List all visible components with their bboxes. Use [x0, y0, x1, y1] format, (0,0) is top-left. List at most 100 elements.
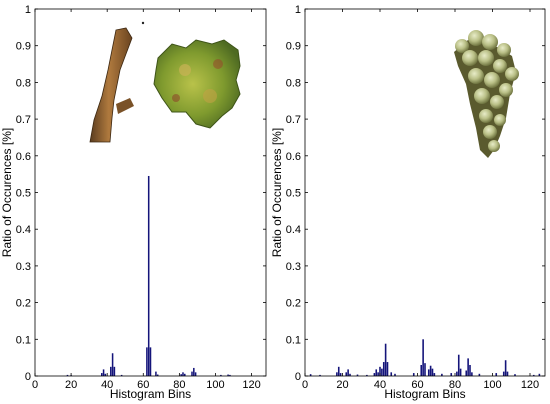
- axes-left: 0 0.1 0.2 0.3 0.4 0.5 0.6 0.7 0.8 0.9 1 0 20 40 60 80 10…: [0, 4, 267, 401]
- y-tick-label: 1: [295, 4, 301, 16]
- y-tick-label: 0.9: [286, 41, 301, 53]
- histogram-bar: [193, 367, 195, 376]
- y-tick-label: 0.3: [16, 261, 31, 273]
- histogram-bar: [104, 373, 107, 376]
- histogram-bar: [381, 368, 383, 376]
- y-tick-label: 0.3: [286, 261, 301, 273]
- histogram-bar: [227, 374, 229, 376]
- histogram-bar: [422, 339, 424, 376]
- histogram-bar: [66, 374, 69, 376]
- histogram-bar: [156, 374, 159, 376]
- histogram-bar: [441, 373, 443, 376]
- histogram-bar: [465, 370, 468, 376]
- histogram-bar: [336, 372, 338, 376]
- histogram-bar: [345, 372, 348, 376]
- histogram-bar: [433, 373, 436, 376]
- histogram-bar: [382, 362, 385, 376]
- y-tick-label: 0.7: [286, 114, 301, 126]
- x-axis-label: Histogram Bins: [384, 387, 465, 401]
- y-tick-label: 0.4: [286, 224, 301, 236]
- y-tick-label: 0.8: [286, 77, 301, 89]
- histogram-bar: [506, 371, 509, 376]
- histogram-bar: [184, 373, 186, 376]
- histogram-bar: [366, 374, 368, 376]
- x-tick-label: 40: [101, 379, 113, 391]
- histogram-bar: [379, 366, 381, 376]
- histogram-bar: [532, 374, 535, 376]
- y-axis-label: Ratio of Occurences [%]: [270, 128, 284, 257]
- histogram-bar: [339, 373, 342, 376]
- histogram-bar: [384, 343, 387, 376]
- histogram-bar: [502, 371, 505, 376]
- histogram-bar: [429, 365, 432, 376]
- histogram-bar: [120, 374, 123, 376]
- histogram-bar: [386, 362, 389, 376]
- histogram-bar: [229, 374, 231, 376]
- y-tick-label: 0: [295, 371, 301, 383]
- x-tick-label: 80: [173, 379, 185, 391]
- histogram-bar: [467, 358, 469, 376]
- histogram-bar: [457, 354, 460, 376]
- histogram-panel-left: 0 0.1 0.2 0.3 0.4 0.5 0.6 0.7 0.8 0.9 1 0 20 40 60 80 10…: [0, 4, 267, 401]
- histogram-bar: [538, 373, 541, 376]
- histogram-bar: [347, 369, 349, 376]
- x-tick-label: 120: [242, 379, 260, 391]
- histogram-bar: [412, 373, 415, 376]
- histogram-bar: [431, 368, 434, 376]
- histogram-bar: [514, 374, 516, 376]
- histogram-bar: [155, 371, 157, 376]
- histogram-bar: [319, 374, 321, 376]
- histogram-bar: [102, 369, 105, 376]
- histogram-bar: [149, 347, 152, 376]
- y-tick-label: 0.1: [286, 334, 301, 346]
- y-tick-label: 0.2: [16, 298, 31, 310]
- histogram-bar: [394, 373, 396, 376]
- inset-photo-grape-bunch: [454, 30, 519, 158]
- histogram-bar: [450, 373, 453, 376]
- y-tick-label: 0.5: [286, 188, 301, 200]
- y-tick-label: 0.5: [16, 188, 31, 200]
- inset-photo-stem-and-leaf: [89, 21, 241, 143]
- histogram-bar: [356, 374, 359, 376]
- histogram-bar: [420, 364, 423, 376]
- x-tick-label: 60: [137, 379, 149, 391]
- x-tick-label: 80: [449, 379, 461, 391]
- histogram-bar: [504, 360, 507, 376]
- y-tick-label: 1: [25, 4, 31, 16]
- x-tick-label: 0: [32, 379, 38, 391]
- x-tick-label: 100: [206, 379, 224, 391]
- histogram-bar: [146, 347, 148, 376]
- histogram-bar: [113, 366, 116, 376]
- histogram-bar: [349, 373, 351, 376]
- histogram-bar: [390, 372, 393, 376]
- y-tick-label: 0.6: [286, 151, 301, 163]
- x-tick-label: 120: [521, 379, 539, 391]
- histogram-bar: [147, 175, 150, 376]
- histogram-bar: [427, 369, 430, 376]
- y-tick-label: 0.6: [16, 151, 31, 163]
- histogram-bar: [495, 373, 498, 376]
- y-tick-label: 0.2: [286, 298, 301, 310]
- x-tick-label: 100: [483, 379, 501, 391]
- x-tick-label: 20: [65, 379, 77, 391]
- histogram-bar: [182, 372, 184, 376]
- y-tick-label: 0: [25, 371, 31, 383]
- histogram-bar: [191, 371, 193, 376]
- y-tick-label: 0.9: [16, 41, 31, 53]
- histogram-bar: [478, 373, 481, 376]
- x-tick-label: 20: [336, 379, 348, 391]
- histogram-bar: [456, 371, 458, 376]
- histogram-bar: [373, 373, 376, 376]
- histogram-panel-right: 0 0.1 0.2 0.3 0.4 0.5 0.6 0.7 0.8 0.9 1 0 20 40 60 80 10…: [270, 4, 546, 401]
- y-tick-label: 0.1: [16, 334, 31, 346]
- x-tick-label: 60: [411, 379, 423, 391]
- histogram-bar: [111, 353, 114, 376]
- histogram-bar: [110, 366, 112, 376]
- histogram-bar: [194, 372, 197, 376]
- histogram-bar: [471, 372, 473, 376]
- histogram-bar: [375, 369, 378, 376]
- y-tick-label: 0.4: [16, 224, 31, 236]
- x-tick-label: 40: [374, 379, 386, 391]
- histogram-bar: [469, 364, 471, 376]
